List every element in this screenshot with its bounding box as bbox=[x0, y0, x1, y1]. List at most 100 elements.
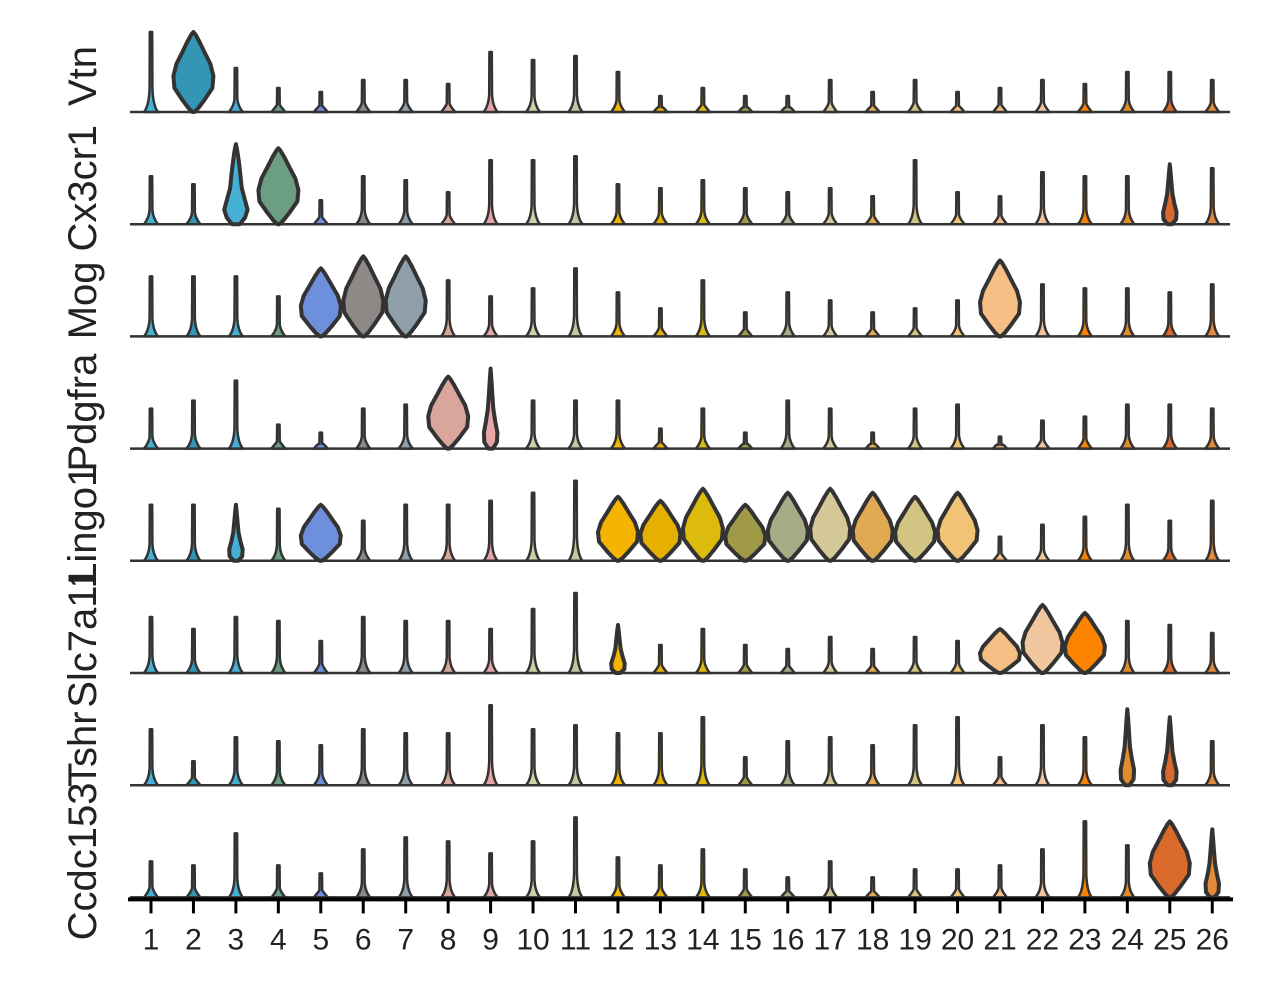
violin-cx3cr1-22 bbox=[1034, 170, 1051, 226]
violin-cx3cr1-8 bbox=[439, 190, 457, 226]
violin-mog-7 bbox=[383, 254, 428, 339]
gene-label: Pdgfra bbox=[61, 353, 105, 472]
violin-slc7a11-15 bbox=[737, 643, 754, 675]
violin-pdgfra-13 bbox=[652, 427, 669, 450]
violin-lingo1-25 bbox=[1161, 519, 1179, 563]
violin-cx3cr1-4 bbox=[256, 146, 301, 227]
x-tick-label: 23 bbox=[1068, 923, 1101, 956]
violin-vtn-22 bbox=[1034, 78, 1051, 114]
violin-lingo1-4 bbox=[270, 507, 287, 563]
violin-slc7a11-13 bbox=[652, 643, 669, 675]
violin-vtn-17 bbox=[821, 78, 839, 114]
violin-ccdc153-2 bbox=[185, 864, 202, 899]
gene-label: Mog bbox=[61, 261, 105, 339]
violin-pdgfra-3 bbox=[227, 379, 245, 450]
violin-pdgfra-26 bbox=[1204, 407, 1221, 450]
violin-cx3cr1-17 bbox=[821, 186, 839, 226]
violin-ccdc153-4 bbox=[270, 864, 287, 899]
violin-vtn-25 bbox=[1161, 70, 1179, 114]
violin-tshr-11 bbox=[567, 723, 584, 787]
violin-pdgfra-23 bbox=[1076, 415, 1094, 450]
violin-pdgfra-19 bbox=[906, 407, 924, 450]
violin-lingo1-13 bbox=[638, 498, 683, 563]
violin-tshr-20 bbox=[949, 715, 966, 787]
x-tick-label: 12 bbox=[601, 923, 634, 956]
gene-label: Slc7a11 bbox=[61, 566, 105, 708]
violin-pdgfra-10 bbox=[524, 399, 542, 450]
violin-vtn-6 bbox=[355, 78, 372, 114]
violin-vtn-13 bbox=[652, 94, 669, 114]
violin-mog-4 bbox=[270, 295, 287, 338]
violin-slc7a11-3 bbox=[227, 615, 245, 675]
violin-mog-1 bbox=[142, 275, 160, 338]
x-tick-label: 5 bbox=[312, 923, 329, 956]
violin-tshr-21 bbox=[991, 755, 1009, 787]
violin-lingo1-26 bbox=[1204, 499, 1221, 563]
violin-vtn-7 bbox=[397, 78, 414, 114]
violin-slc7a11-19 bbox=[906, 635, 924, 675]
gene-row-ccdc153: Ccdc153 bbox=[61, 782, 1230, 940]
x-tick-label: 22 bbox=[1026, 923, 1059, 956]
x-tick-label: 18 bbox=[856, 923, 889, 956]
violin-pdgfra-6 bbox=[355, 407, 372, 450]
violin-pdgfra-5 bbox=[312, 431, 330, 450]
violin-ccdc153-9 bbox=[482, 852, 499, 899]
violin-mog-14 bbox=[694, 279, 712, 338]
violin-lingo1-10 bbox=[524, 491, 542, 563]
violin-tshr-4 bbox=[270, 739, 287, 787]
violin-slc7a11-2 bbox=[185, 627, 202, 675]
violin-slc7a11-7 bbox=[397, 619, 414, 675]
violin-tshr-17 bbox=[821, 735, 839, 787]
violin-tshr-18 bbox=[864, 743, 881, 787]
violin-lingo1-12 bbox=[596, 494, 640, 563]
violin-vtn-2 bbox=[171, 30, 216, 114]
violin-vtn-1 bbox=[142, 30, 160, 114]
x-tick-label: 13 bbox=[644, 923, 677, 956]
x-tick-label: 19 bbox=[898, 923, 931, 956]
violin-ccdc153-15 bbox=[737, 868, 754, 899]
violin-cx3cr1-18 bbox=[864, 194, 881, 226]
x-tick-label: 3 bbox=[228, 923, 245, 956]
violin-ccdc153-17 bbox=[821, 860, 839, 899]
violin-vtn-3 bbox=[227, 66, 245, 114]
violin-cx3cr1-11 bbox=[567, 154, 584, 226]
violin-tshr-1 bbox=[142, 727, 160, 787]
violin-pdgfra-25 bbox=[1161, 403, 1179, 450]
violin-cx3cr1-25 bbox=[1161, 162, 1179, 227]
gene-label: Vtn bbox=[61, 46, 105, 106]
violin-lingo1-22 bbox=[1034, 523, 1051, 563]
violin-vtn-21 bbox=[991, 86, 1009, 114]
violin-ccdc153-18 bbox=[864, 876, 881, 899]
violin-slc7a11-18 bbox=[864, 647, 881, 675]
violin-tshr-13 bbox=[652, 731, 669, 787]
gene-row-mog: Mog bbox=[61, 254, 1230, 339]
x-tick-label: 2 bbox=[185, 923, 202, 956]
violin-slc7a11-5 bbox=[312, 639, 330, 675]
violin-vtn-20 bbox=[949, 90, 966, 114]
violin-lingo1-18 bbox=[850, 490, 895, 563]
violin-tshr-26 bbox=[1204, 739, 1221, 787]
violin-mog-23 bbox=[1076, 287, 1094, 338]
violin-ccdc153-6 bbox=[355, 848, 372, 899]
violin-vtn-11 bbox=[567, 54, 584, 114]
gene-label: Ccdc153 bbox=[61, 782, 105, 940]
x-tick-label: 15 bbox=[729, 923, 762, 956]
violin-tshr-7 bbox=[397, 731, 414, 787]
violin-mog-5 bbox=[298, 266, 343, 339]
violin-mog-25 bbox=[1161, 291, 1179, 338]
gene-row-pdgfra: Pdgfra bbox=[61, 353, 1230, 472]
violin-cx3cr1-14 bbox=[694, 178, 712, 226]
violin-cx3cr1-7 bbox=[397, 178, 414, 226]
gene-label: Cx3cr1 bbox=[61, 125, 105, 252]
violin-mog-24 bbox=[1119, 287, 1136, 338]
violin-pdgfra-1 bbox=[142, 407, 160, 450]
violin-cx3cr1-3 bbox=[222, 142, 250, 227]
violin-pdgfra-21 bbox=[991, 435, 1009, 450]
violin-tshr-19 bbox=[906, 723, 924, 787]
violin-pdgfra-8 bbox=[426, 374, 471, 451]
violin-vtn-16 bbox=[779, 94, 796, 114]
violin-slc7a11-17 bbox=[821, 635, 839, 675]
violin-lingo1-20 bbox=[935, 490, 980, 563]
violin-mog-18 bbox=[864, 311, 881, 338]
violin-vtn-8 bbox=[439, 82, 457, 114]
